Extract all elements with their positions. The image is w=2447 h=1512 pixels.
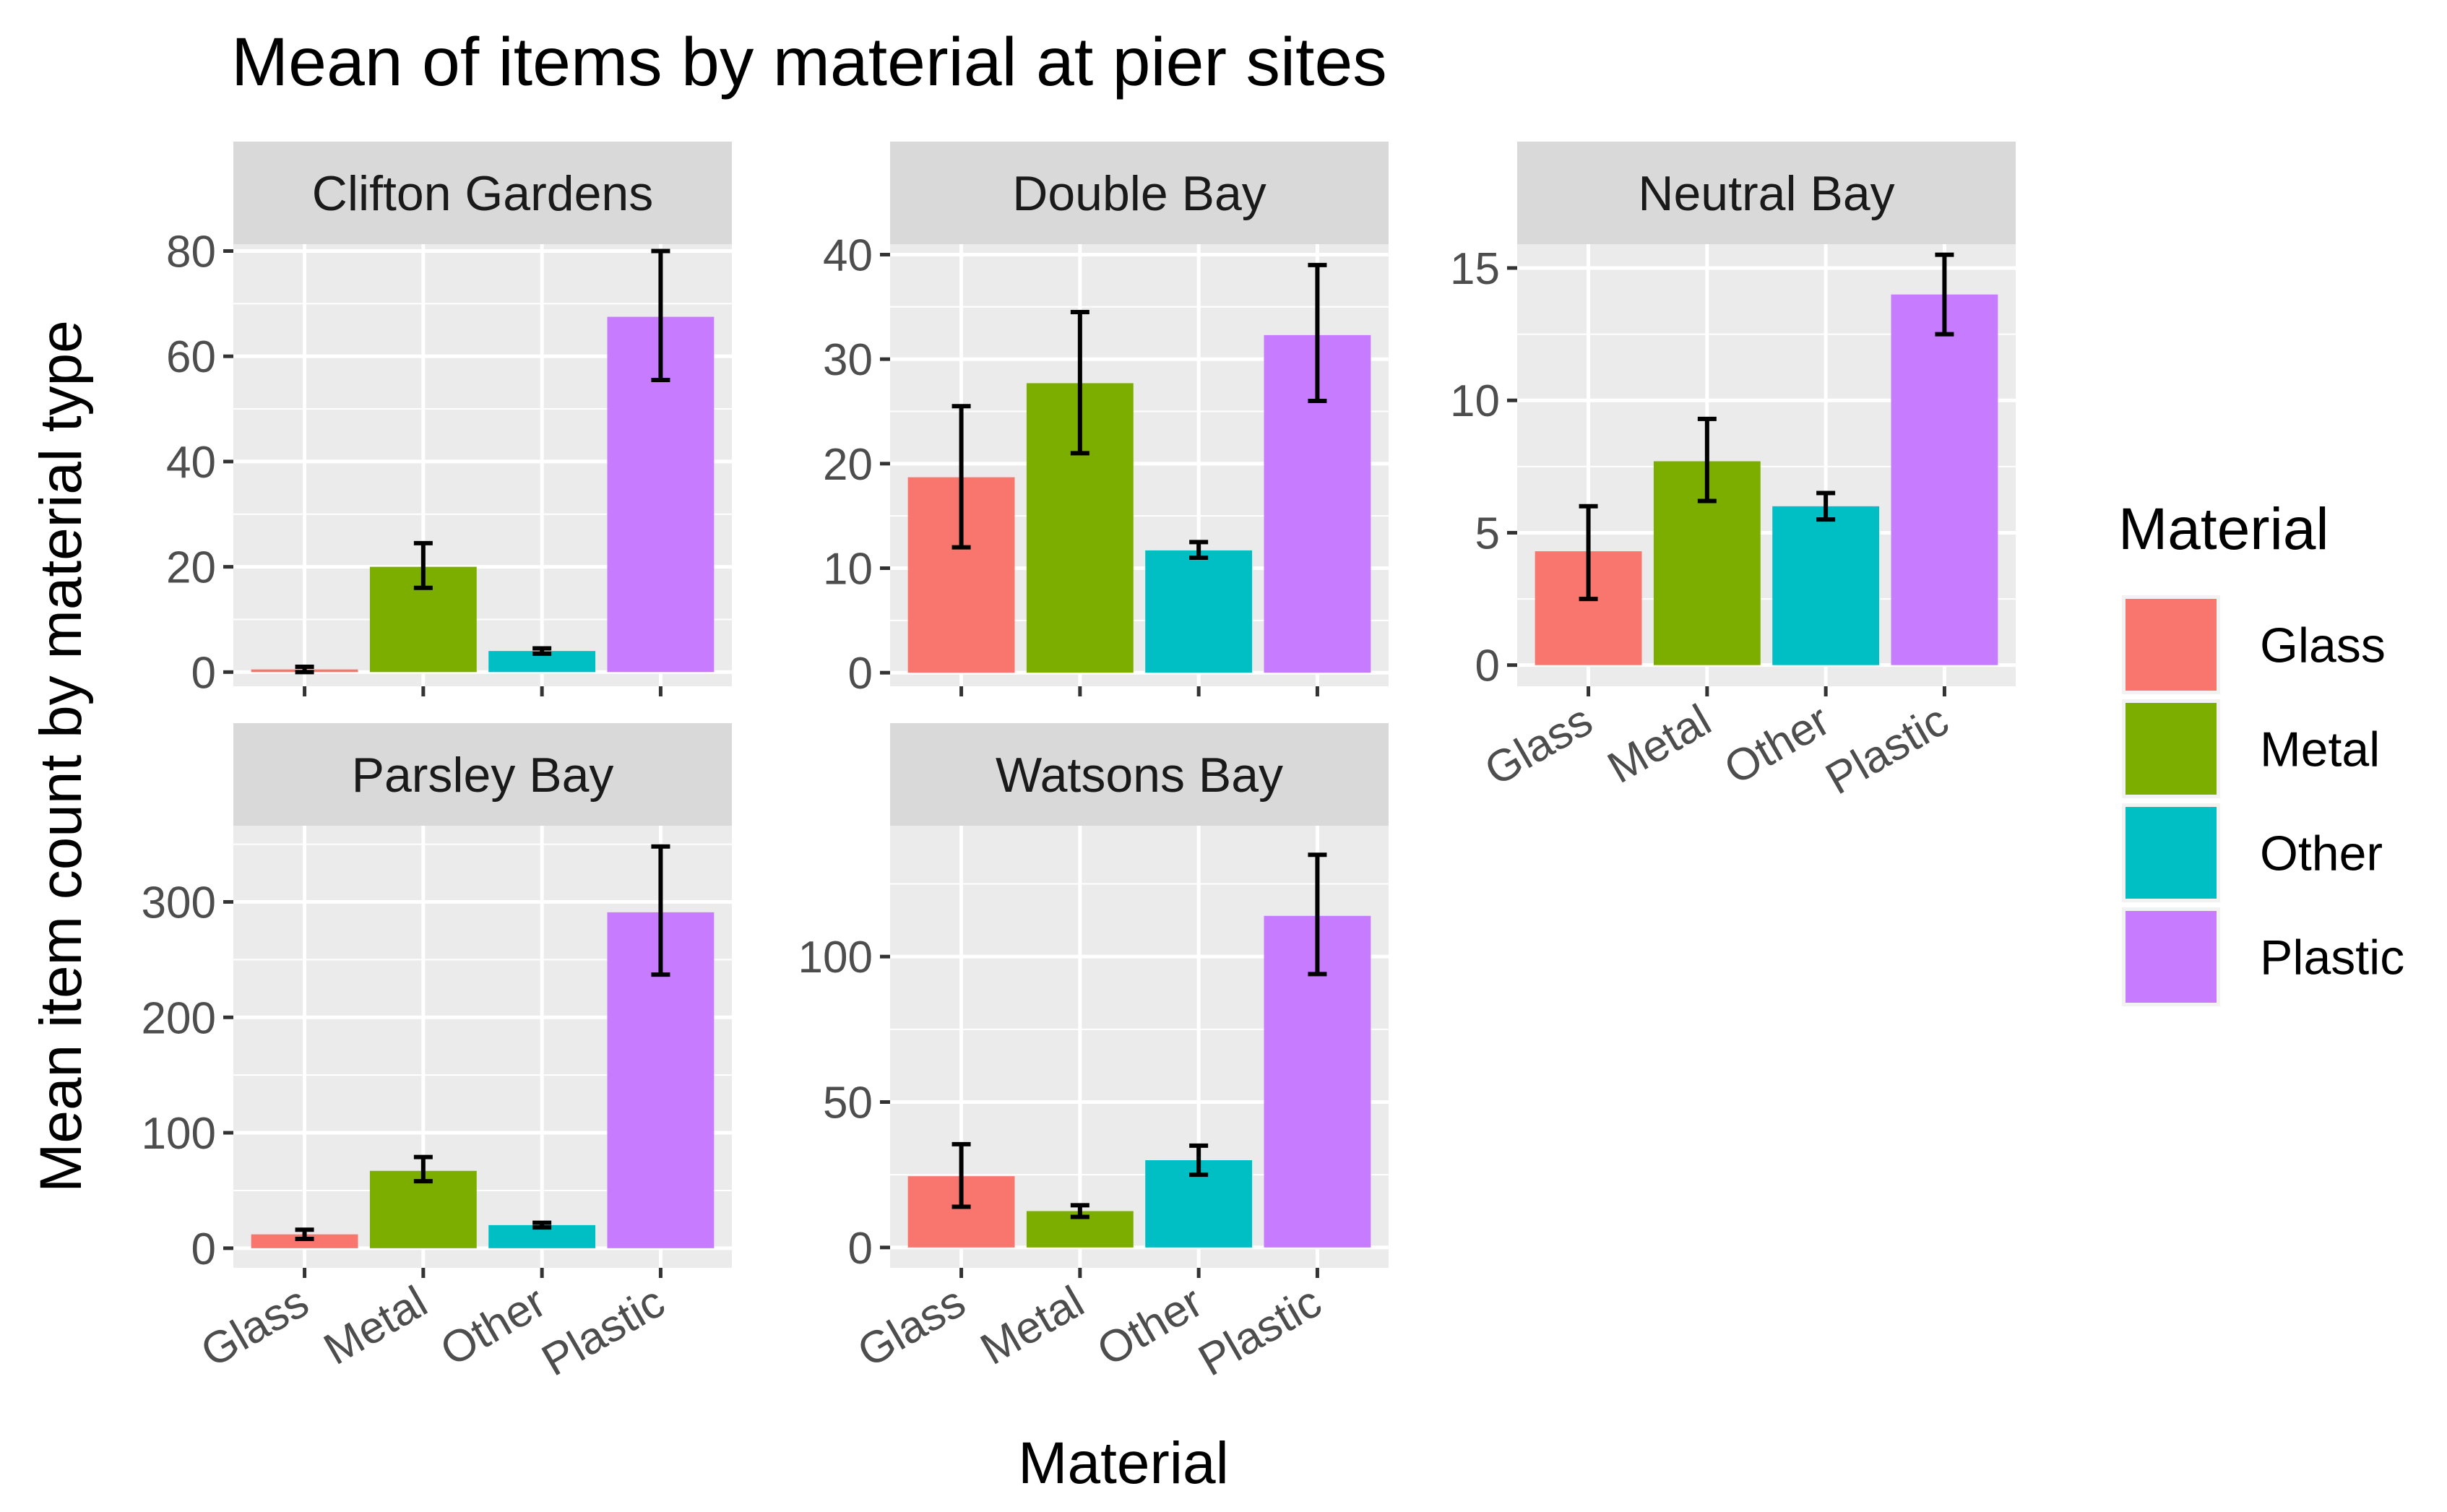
x-axis-title: Material xyxy=(1018,1430,1229,1496)
y-tick-label: 0 xyxy=(191,1224,216,1274)
y-tick-label: 0 xyxy=(848,649,873,699)
y-tick-label: 200 xyxy=(142,993,216,1043)
x-tick-label-other: Other xyxy=(1089,1276,1211,1375)
error-bar-metal xyxy=(1697,416,1717,504)
y-tick-label: 60 xyxy=(166,332,216,382)
legend-label-other: Other xyxy=(2260,826,2383,881)
legend-swatch-plastic xyxy=(2126,911,2217,1003)
error-bar-metal xyxy=(413,1154,433,1184)
error-bar-glass xyxy=(951,1141,971,1209)
facet-strip-parsley-bay xyxy=(233,723,732,826)
error-bar-metal xyxy=(1070,1203,1089,1219)
bar-other xyxy=(1772,506,1880,665)
x-tick-label-other: Other xyxy=(432,1276,554,1375)
x-tick-label-metal: Metal xyxy=(1600,695,1719,793)
error-bar-plastic xyxy=(651,844,670,977)
legend-label-glass: Glass xyxy=(2260,618,2386,673)
error-bar-glass xyxy=(295,665,314,675)
legend: Material Glass Metal Other Plastic xyxy=(2118,496,2404,1006)
chart-title: Mean of items by material at pier sites xyxy=(231,24,1387,100)
error-bar-metal xyxy=(1070,310,1089,456)
y-tick-label: 50 xyxy=(823,1079,873,1128)
error-bar-glass xyxy=(295,1227,314,1242)
facet-label-clifton-gardens: Clifton Gardens xyxy=(312,166,653,221)
facet-label-double-bay: Double Bay xyxy=(1012,166,1266,221)
error-bar-metal xyxy=(413,540,433,590)
y-tick-label: 20 xyxy=(166,543,216,593)
error-bar-plastic xyxy=(651,249,670,382)
facet-strip-double-bay xyxy=(890,142,1389,244)
error-bar-other xyxy=(532,1220,552,1230)
y-tick-label: 100 xyxy=(142,1109,216,1159)
error-bar-plastic xyxy=(1308,262,1327,404)
legend-swatch-other xyxy=(2126,807,2217,899)
x-tick-label-glass: Glass xyxy=(1477,695,1601,795)
y-tick-label: 0 xyxy=(1475,641,1500,691)
error-bar-glass xyxy=(1579,504,1598,602)
legend-swatch-glass xyxy=(2126,599,2217,691)
y-tick-label: 15 xyxy=(1450,244,1500,294)
y-tick-label: 40 xyxy=(166,438,216,488)
facet-strip-watsons-bay xyxy=(890,723,1389,826)
y-tick-label: 80 xyxy=(166,227,216,277)
x-tick-label-plastic: Plastic xyxy=(534,1276,673,1386)
y-tick-label: 10 xyxy=(1450,376,1500,426)
x-tick-label-plastic: Plastic xyxy=(1191,1276,1330,1386)
panel-clifton-gardens: Clifton Gardens 0 20 40 60 80 xyxy=(166,142,732,698)
panel-parsley-bay: Parsley Bay 0 100 200 300 GlassMetalOtherPlas… xyxy=(142,723,732,1386)
y-tick-label: 10 xyxy=(823,545,873,595)
y-tick-label: 30 xyxy=(823,335,873,385)
facet-label-neutral-bay: Neutral Bay xyxy=(1638,166,1894,221)
y-tick-label: 0 xyxy=(848,1224,873,1274)
legend-swatch-metal xyxy=(2126,703,2217,795)
y-tick-label: 100 xyxy=(798,933,873,982)
y-tick-label: 0 xyxy=(191,648,216,698)
bar-glass xyxy=(251,1234,358,1248)
error-bar-other xyxy=(1189,1143,1209,1178)
legend-label-plastic: Plastic xyxy=(2260,930,2404,985)
facet-label-watsons-bay: Watsons Bay xyxy=(996,748,1283,803)
y-tick-label: 5 xyxy=(1475,509,1500,558)
legend-title: Material xyxy=(2118,496,2329,562)
error-bar-other xyxy=(532,646,552,656)
facet-panels: Clifton Gardens 0 20 40 60 80 Double Bay 0 10 20 3… xyxy=(142,142,2016,1386)
y-tick-label: 20 xyxy=(823,440,873,490)
x-tick-label-glass: Glass xyxy=(193,1276,317,1377)
x-tick-label-glass: Glass xyxy=(850,1276,974,1377)
facet-strip-clifton-gardens xyxy=(233,142,732,244)
error-bar-plastic xyxy=(1935,252,1954,337)
facet-label-parsley-bay: Parsley Bay xyxy=(352,748,614,803)
facet-strip-neutral-bay xyxy=(1517,142,2016,244)
error-bar-plastic xyxy=(1308,852,1327,977)
error-bar-other xyxy=(1189,540,1209,561)
x-tick-label-metal: Metal xyxy=(316,1276,436,1375)
bar-other xyxy=(1145,550,1253,673)
bar-plastic xyxy=(1891,294,1998,665)
x-tick-label-plastic: Plastic xyxy=(1818,695,1957,804)
y-tick-label: 40 xyxy=(823,230,873,280)
y-tick-label: 300 xyxy=(142,878,216,928)
bar-metal xyxy=(369,1170,477,1248)
x-tick-label-metal: Metal xyxy=(972,1276,1092,1375)
error-bar-glass xyxy=(951,404,971,550)
error-bar-other xyxy=(1816,491,1836,522)
y-axis-title: Mean item count by material type xyxy=(28,320,94,1193)
x-tick-label-other: Other xyxy=(1716,695,1838,794)
legend-label-metal: Metal xyxy=(2260,722,2380,777)
panel-double-bay: Double Bay 0 10 20 30 40 xyxy=(823,142,1389,699)
